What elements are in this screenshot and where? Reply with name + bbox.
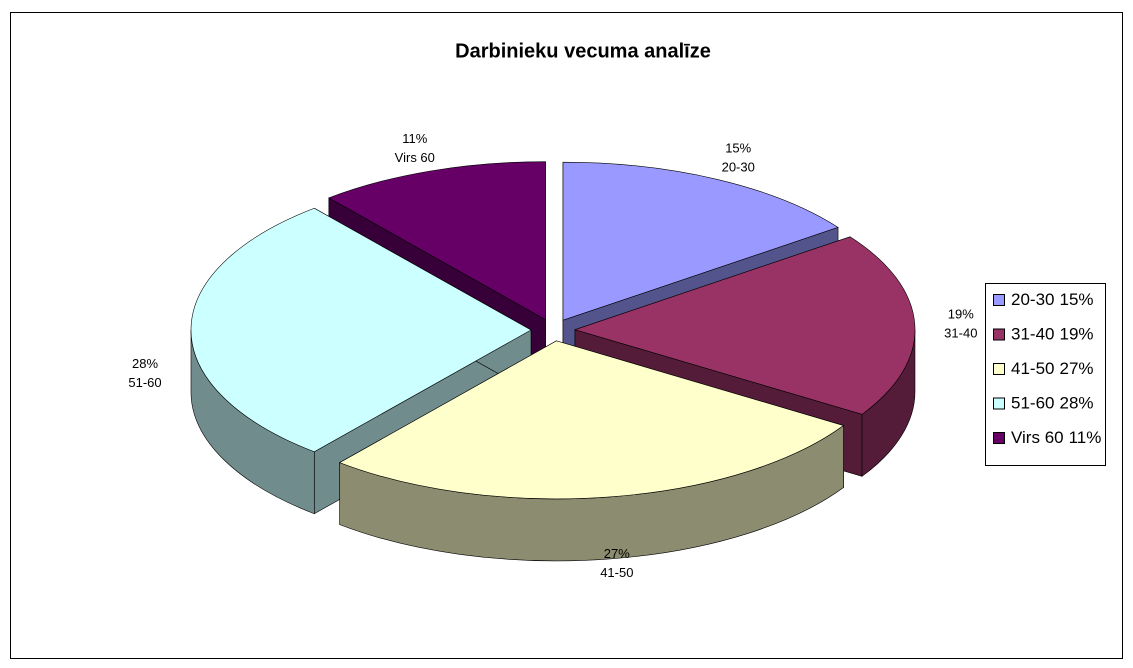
legend [985,283,1106,466]
legend-entry: 51-60 28% [1011,394,1094,413]
slice-top [328,161,546,321]
legend-value: 19% [1059,325,1093,344]
slice-top [339,340,845,500]
legend-category: 31-40 [1011,325,1054,344]
legend-swatch [993,397,1005,410]
data-label-category: 20-30 [722,160,755,175]
legend-value: 27% [1059,359,1093,378]
data-label: 15% [725,141,751,156]
legend-swatch [993,432,1005,444]
data-label-category: 31-40 [944,325,977,340]
legend-entry: 41-50 27% [1011,359,1094,378]
slice [339,340,845,562]
legend-swatch [993,363,1005,375]
legend-swatch [993,328,1005,341]
legend-category: Virs 60 [1011,428,1064,447]
legend-value: 15% [1059,290,1093,309]
slice-top [562,161,839,321]
data-label-category: 41-50 [600,565,633,580]
data-label: 27% [604,546,630,561]
legend-category: 41-50 [1011,359,1054,378]
data-label: 11% [402,131,427,146]
legend-entry: 20-30 15% [1011,290,1094,309]
legend-value: 28% [1059,394,1093,413]
slice-top [190,207,532,453]
legend-category: 20-30 [1011,290,1054,309]
slice-top [573,236,916,415]
data-label-category: 51-60 [128,375,161,390]
data-label: 28% [132,356,158,371]
data-label-category: Virs 60 [395,150,435,165]
chart-title: Darbinieku vecuma analīze [455,40,711,62]
legend-entry: 31-40 19% [1011,325,1094,344]
legend-entry: Virs 60 11% [1011,428,1101,447]
legend-swatch [993,294,1005,306]
legend-value: 11% [1069,428,1102,447]
legend-category: 51-60 [1011,394,1054,413]
data-label: 19% [948,306,974,321]
